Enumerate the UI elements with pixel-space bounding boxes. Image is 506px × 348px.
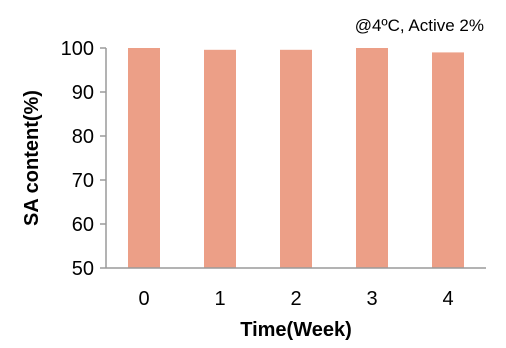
bar	[204, 49, 236, 268]
x-axis-title: Time(Week)	[240, 319, 352, 341]
y-tick-label: 80	[72, 126, 94, 148]
x-tick-label: 3	[366, 288, 377, 310]
x-tick-label: 0	[138, 288, 149, 310]
bar	[432, 52, 464, 269]
x-tick-label: 4	[442, 288, 453, 310]
x-tick-label: 2	[290, 288, 301, 310]
y-tick-label: 70	[72, 170, 94, 192]
y-tick-label: 50	[72, 258, 94, 280]
plot-area: 50 60 70 80 90 100 0 1 2 3 4	[61, 38, 486, 310]
y-axis-title: SA content(%)	[21, 90, 43, 226]
y-tick-label: 60	[72, 214, 94, 236]
y-tick-label: 100	[61, 38, 94, 60]
y-tick-label: 90	[72, 82, 94, 104]
bar	[356, 48, 388, 268]
chart-annotation: @4ºC, Active 2%	[355, 16, 484, 35]
x-tick-label: 1	[214, 288, 225, 310]
bar	[128, 48, 160, 268]
bar	[280, 49, 312, 268]
